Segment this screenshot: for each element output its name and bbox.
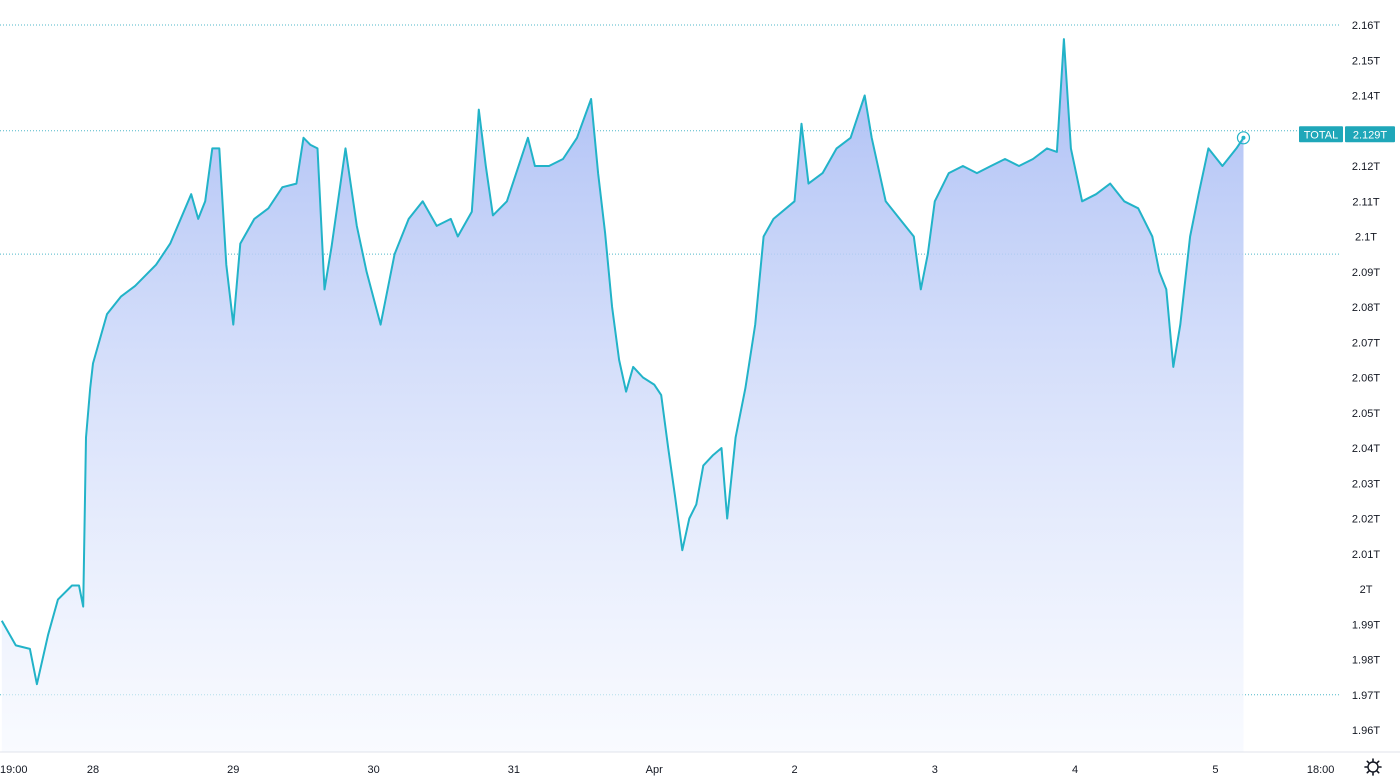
y-tick-label: 2.06T	[1352, 373, 1380, 385]
y-tick-label: 1.97T	[1352, 690, 1380, 702]
x-tick-label: 31	[508, 764, 520, 776]
y-tick-label: 2.03T	[1352, 478, 1380, 490]
y-tick-label: 1.99T	[1352, 619, 1380, 631]
x-tick-label: 29	[227, 764, 239, 776]
y-axis[interactable]: 1.96T 1.97T 1.98T 1.99T 2T 2.01T 2.02T 2.03T 2.0…	[1352, 20, 1380, 737]
y-tick-label: 2.05T	[1352, 408, 1380, 420]
y-tick-label: 1.96T	[1352, 725, 1380, 737]
x-tick-label: 30	[367, 764, 379, 776]
y-tick-label: 2.1T	[1355, 232, 1377, 244]
x-tick-label: 18:00	[1307, 764, 1335, 776]
y-tick-label: 2.16T	[1352, 20, 1380, 32]
value-badge	[1345, 126, 1395, 143]
series-line	[0, 38, 1245, 686]
y-tick-label: 2.09T	[1352, 267, 1380, 279]
x-axis[interactable]: 19:00 28 29 30 31 Apr 2 3 4 5 18:00	[0, 764, 1334, 776]
settings-gear-icon[interactable]	[1364, 758, 1382, 776]
x-tick-label: 19:00	[0, 764, 28, 776]
y-tick-label: 2.02T	[1352, 514, 1380, 526]
y-tick-label: 2T	[1360, 584, 1373, 596]
x-tick-label: Apr	[646, 764, 663, 776]
y-tick-label: 2.12T	[1352, 161, 1380, 173]
y-tick-label: 2.11T	[1352, 196, 1380, 208]
last-value-badge: TOTAL 2.129T	[1299, 126, 1395, 143]
y-tick-label: 2.04T	[1352, 443, 1380, 455]
y-tick-label: 2.14T	[1352, 91, 1380, 103]
x-tick-label: 3	[932, 764, 938, 776]
x-tick-label: 28	[87, 764, 99, 776]
x-tick-label: 2	[791, 764, 797, 776]
series-name-label: TOTAL	[1304, 129, 1338, 141]
y-tick-label: 2.15T	[1352, 55, 1380, 67]
x-tick-label: 4	[1072, 764, 1078, 776]
last-point-dot	[1241, 135, 1246, 140]
y-tick-label: 1.98T	[1352, 655, 1380, 667]
y-tick-label: 2.08T	[1352, 302, 1380, 314]
last-value-label: 2.129T	[1353, 129, 1388, 141]
y-tick-label: 2.07T	[1352, 337, 1380, 349]
last-point-marker	[1236, 131, 1251, 145]
y-tick-label: 2.01T	[1352, 549, 1380, 561]
x-tick-label: 5	[1212, 764, 1218, 776]
series-name-badge	[1299, 126, 1343, 143]
